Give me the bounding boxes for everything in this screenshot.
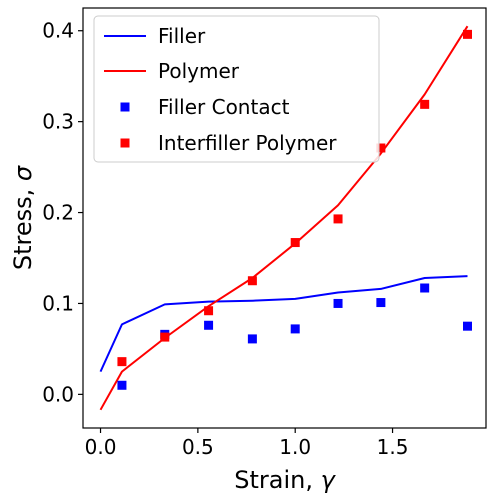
legend-box	[93, 15, 380, 163]
point-filler-contact	[333, 298, 343, 308]
point-filler-contact	[290, 324, 300, 334]
y-tick-label: 0.1	[42, 291, 74, 315]
y-tick-label: 0.3	[42, 110, 74, 134]
point-interfiller-polymer	[204, 306, 214, 316]
point-filler-contact	[420, 283, 430, 293]
point-interfiller-polymer	[333, 214, 343, 224]
legend-label-filler: Filler	[158, 24, 206, 48]
plot-frame	[82, 7, 487, 429]
point-filler-contact	[376, 298, 386, 308]
series-line-polymer	[99, 25, 469, 411]
y-axis: 0.0 0.1 0.2 0.3 0.4	[42, 19, 83, 406]
legend-marker-interfiller-polymer	[120, 138, 130, 148]
point-filler-contact	[463, 321, 472, 331]
y-tick-label: 0.4	[42, 19, 74, 43]
point-interfiller-polymer	[290, 238, 300, 248]
y-axis-label: Stress, σ	[9, 165, 37, 270]
point-interfiller-polymer	[463, 29, 472, 39]
legend: Filler Polymer Filler Contact Interfiller P…	[93, 15, 380, 163]
x-tick-label: 1.0	[279, 435, 311, 459]
y-tick-label: 0.2	[42, 201, 74, 225]
legend-label-polymer: Polymer	[158, 59, 240, 83]
point-filler-contact	[247, 334, 257, 344]
point-interfiller-polymer	[420, 99, 430, 109]
legend-label-filler-contact: Filler Contact	[158, 95, 290, 119]
legend-marker-filler-contact	[120, 102, 130, 112]
plot-content	[99, 25, 472, 411]
x-tick-label: 0.5	[182, 435, 214, 459]
point-filler-contact	[204, 320, 214, 330]
point-filler-contact	[117, 380, 127, 390]
point-interfiller-polymer	[117, 357, 127, 367]
x-axis-label: Strain, γ	[234, 466, 336, 494]
point-interfiller-polymer	[247, 276, 257, 286]
x-axis: 0.0 0.5 1.0 1.5	[85, 428, 409, 459]
point-interfiller-polymer	[376, 143, 386, 153]
legend-label-interfiller-polymer: Interfiller Polymer	[158, 131, 337, 155]
series-line-filler	[99, 275, 468, 373]
x-tick-label: 1.5	[377, 435, 409, 459]
x-tick-label: 0.0	[85, 435, 117, 459]
y-tick-label: 0.0	[42, 382, 74, 406]
point-interfiller-polymer	[160, 332, 170, 342]
